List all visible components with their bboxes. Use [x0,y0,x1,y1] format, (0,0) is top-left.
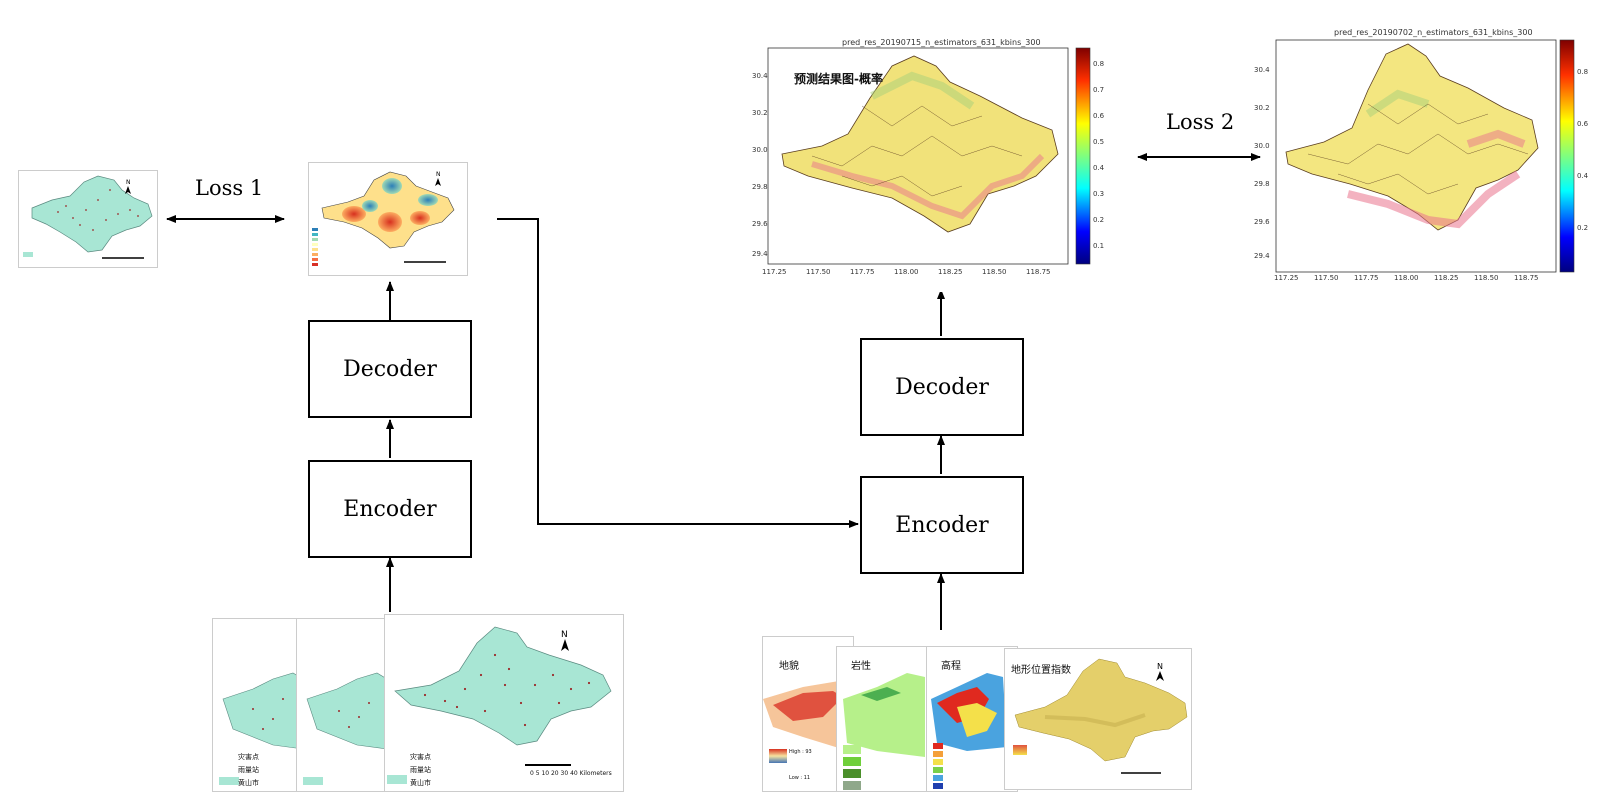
left-decoder-block: Decoder [308,320,472,418]
left-input-map-main: N [384,614,624,792]
svg-text:N: N [436,171,441,178]
main-legend-item-3: 黄山市 [410,779,431,787]
prediction-map-1: pred_res_20190715_n_estimators_631_kbins… [752,36,1110,292]
svg-text:N: N [1157,662,1163,671]
input-map-elevation: 高程 [926,646,1018,792]
right-encoder-block: Encoder [860,476,1024,574]
right-decoder-block: Decoder [860,338,1024,436]
prediction-map-2: pred_res_20190702_n_estimators_631_kbins… [1254,24,1592,288]
input-map-lithology: 岩性 [836,646,928,792]
left-legend-item-3: 黄山市 [238,779,259,787]
arrow-left-to-right-encoder [497,218,859,528]
svg-text:N: N [126,179,131,186]
main-legend-item-1: 灾害点 [410,753,431,761]
left-legend-item-2: 雨量站 [238,766,259,774]
svg-text:N: N [561,630,568,640]
loss1-label: Loss 1 [195,176,264,200]
pred-map-2-title: pred_res_20190702_n_estimators_631_kbins… [1334,28,1533,37]
ground-truth-map-small: N [18,170,158,268]
main-legend-item-2: 雨量站 [410,766,431,774]
input-map-tpi: N 地形位置指数 [1004,648,1192,790]
loss2-label: Loss 2 [1166,110,1235,134]
left-input-map-2 [296,618,388,792]
rainfall-interpolation-map: N [308,162,468,276]
pred-map-1-title: pred_res_20190715_n_estimators_631_kbins… [842,38,1041,47]
pred-map-1-overlay-label: 预测结果图-概率 [794,72,883,86]
left-legend-item-1: 灾害点 [238,753,259,761]
left-encoder-block: Encoder [308,460,472,558]
left-input-map-1 [212,618,304,792]
main-scale-bar-label: 0 5 10 20 30 40 Kilometers [530,770,612,777]
